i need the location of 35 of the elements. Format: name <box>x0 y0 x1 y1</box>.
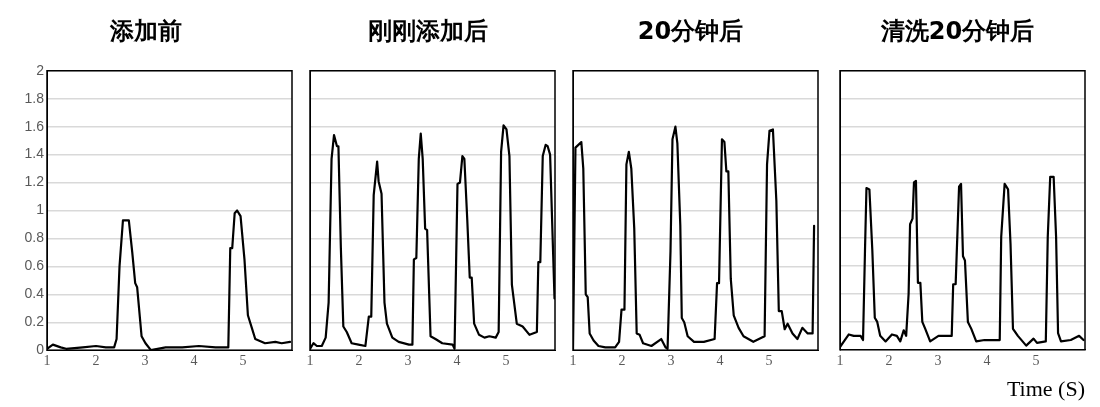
x-tick-label: 3 <box>667 353 675 369</box>
y-tick-label: 0 <box>36 341 45 358</box>
x-tick-label: 5 <box>1032 352 1040 368</box>
y-tick-label: 1.8 <box>24 89 45 106</box>
y-tick-label: 0.6 <box>24 257 45 274</box>
y-tick-label: 0.8 <box>24 229 45 246</box>
y-tick-label: 1.6 <box>24 117 45 134</box>
x-tick-label: 2 <box>885 352 893 368</box>
x-tick-label: 1 <box>569 353 577 369</box>
x-tick-label: 4 <box>453 353 461 369</box>
x-tick-label: 3 <box>934 352 942 368</box>
y-tick-label: 2 <box>36 61 45 78</box>
y-tick-label: 0.4 <box>24 285 45 302</box>
y-tick-label: 1.4 <box>24 145 45 162</box>
x-tick-label: 3 <box>141 353 149 369</box>
chart-title: 刚刚添加后 <box>367 16 488 45</box>
x-tick-label: 4 <box>716 353 724 369</box>
chart-title: 20分钟后 <box>637 16 744 45</box>
x-tick-label: 1 <box>306 353 314 369</box>
x-tick-label: 2 <box>618 353 626 369</box>
x-axis-title: Time (S) <box>1006 375 1085 401</box>
x-tick-label: 2 <box>92 353 100 369</box>
chart-title: 清洗20分钟后 <box>879 16 1035 45</box>
x-tick-label: 5 <box>502 353 510 369</box>
x-tick-label: 5 <box>239 353 247 369</box>
x-tick-label: 2 <box>355 353 363 369</box>
y-tick-label: 1.2 <box>24 173 45 190</box>
y-tick-label: 0.2 <box>24 313 45 330</box>
chart-title: 添加前 <box>109 16 182 45</box>
x-tick-label: 4 <box>190 353 198 369</box>
x-tick-label: 1 <box>836 352 844 368</box>
x-tick-label: 3 <box>404 353 412 369</box>
x-tick-label: 5 <box>765 353 773 369</box>
x-tick-label: 4 <box>983 352 991 368</box>
y-tick-label: 1 <box>36 201 45 218</box>
